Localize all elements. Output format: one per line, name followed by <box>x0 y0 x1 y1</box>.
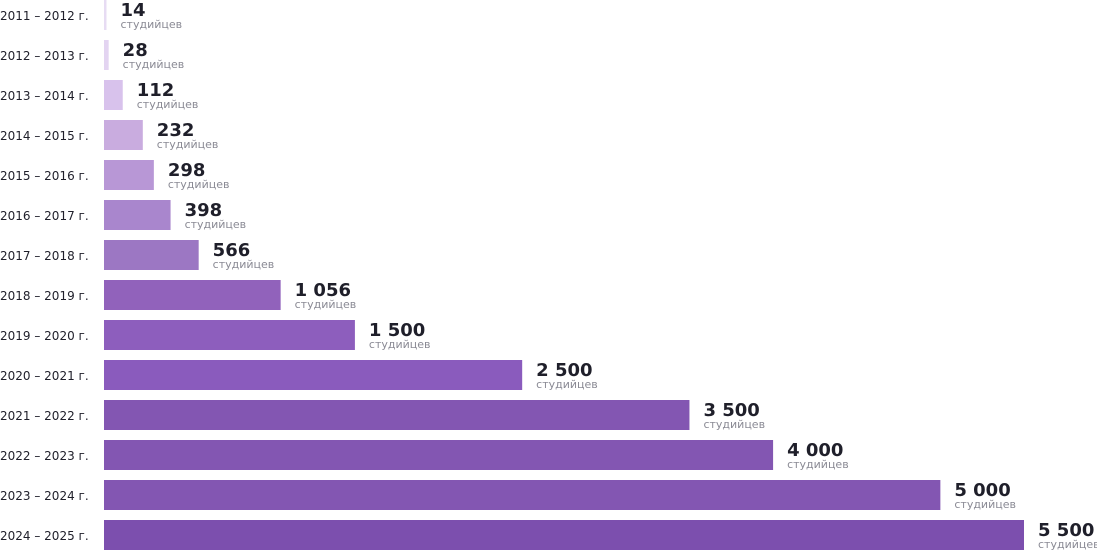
unit-label: студийцев <box>168 178 230 191</box>
category-label: 2020 – 2021 г. <box>0 369 89 383</box>
category-label: 2013 – 2014 г. <box>0 89 89 103</box>
bar <box>104 360 523 390</box>
category-label: 2011 – 2012 г. <box>0 9 89 23</box>
unit-label: студийцев <box>787 458 849 471</box>
category-label: 2022 – 2023 г. <box>0 449 89 463</box>
value-label: 4 000 <box>787 440 843 461</box>
bar <box>104 120 143 150</box>
unit-label: студийцев <box>369 338 431 351</box>
value-label: 28 <box>123 40 148 61</box>
category-label: 2018 – 2019 г. <box>0 289 89 303</box>
bar <box>104 320 355 350</box>
bar <box>104 0 107 30</box>
category-label: 2015 – 2016 г. <box>0 169 89 183</box>
bar <box>104 80 123 110</box>
value-label: 398 <box>185 200 223 221</box>
value-label: 298 <box>168 160 206 181</box>
bar <box>104 200 171 230</box>
unit-label: студийцев <box>703 418 765 431</box>
category-label: 2014 – 2015 г. <box>0 129 89 143</box>
value-label: 1 056 <box>295 280 351 301</box>
value-label: 2 500 <box>536 360 592 381</box>
bar <box>104 40 109 70</box>
value-label: 5 500 <box>1038 520 1094 541</box>
value-label: 112 <box>137 80 175 101</box>
value-label: 14 <box>121 0 146 21</box>
category-label: 2021 – 2022 г. <box>0 409 89 423</box>
bar <box>104 400 690 430</box>
category-label: 2016 – 2017 г. <box>0 209 89 223</box>
unit-label: студийцев <box>213 258 275 271</box>
value-label: 232 <box>157 120 195 141</box>
unit-label: студийцев <box>1038 538 1097 551</box>
bar <box>104 480 941 510</box>
category-label: 2017 – 2018 г. <box>0 249 89 263</box>
unit-label: студийцев <box>157 138 219 151</box>
value-label: 566 <box>213 240 251 261</box>
category-label: 2012 – 2013 г. <box>0 49 89 63</box>
category-label: 2019 – 2020 г. <box>0 329 89 343</box>
unit-label: студийцев <box>185 218 247 231</box>
bar <box>104 280 281 310</box>
category-label: 2024 – 2025 г. <box>0 529 89 543</box>
bar <box>104 240 199 270</box>
unit-label: студийцев <box>536 378 598 391</box>
unit-label: студийцев <box>295 298 357 311</box>
unit-label: студийцев <box>137 98 199 111</box>
unit-label: студийцев <box>123 58 185 71</box>
category-label: 2023 – 2024 г. <box>0 489 89 503</box>
bar <box>104 440 774 470</box>
bar <box>104 160 154 190</box>
unit-label: студийцев <box>121 18 183 31</box>
unit-label: студийцев <box>954 498 1016 511</box>
value-label: 5 000 <box>954 480 1010 501</box>
value-label: 3 500 <box>703 400 759 421</box>
bar <box>104 520 1024 550</box>
value-label: 1 500 <box>369 320 425 341</box>
